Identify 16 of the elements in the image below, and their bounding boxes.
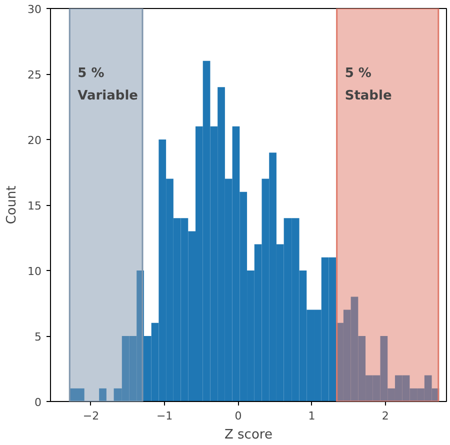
- x-axis-title: Z score: [224, 428, 272, 442]
- y-tick-label: 25: [28, 68, 42, 82]
- x-tick-label: −1: [156, 410, 173, 422]
- y-tick-label: 20: [28, 134, 42, 147]
- x-tick-label: 0: [234, 410, 242, 422]
- y-tick-label: 10: [28, 265, 42, 278]
- y-tick-label: 30: [28, 3, 42, 16]
- x-tick-label: −2: [82, 410, 100, 422]
- y-tick-label: 5: [34, 330, 42, 344]
- y-tick-label: 15: [28, 200, 42, 212]
- x-tick-label: 1: [308, 410, 316, 422]
- x-tick-label: 2: [382, 410, 389, 422]
- y-tick-label: 0: [34, 396, 42, 409]
- band-label: 5 % Variable: [78, 66, 138, 104]
- y-axis-title: Count: [4, 186, 20, 224]
- band-label: 5 % Stable: [344, 66, 392, 104]
